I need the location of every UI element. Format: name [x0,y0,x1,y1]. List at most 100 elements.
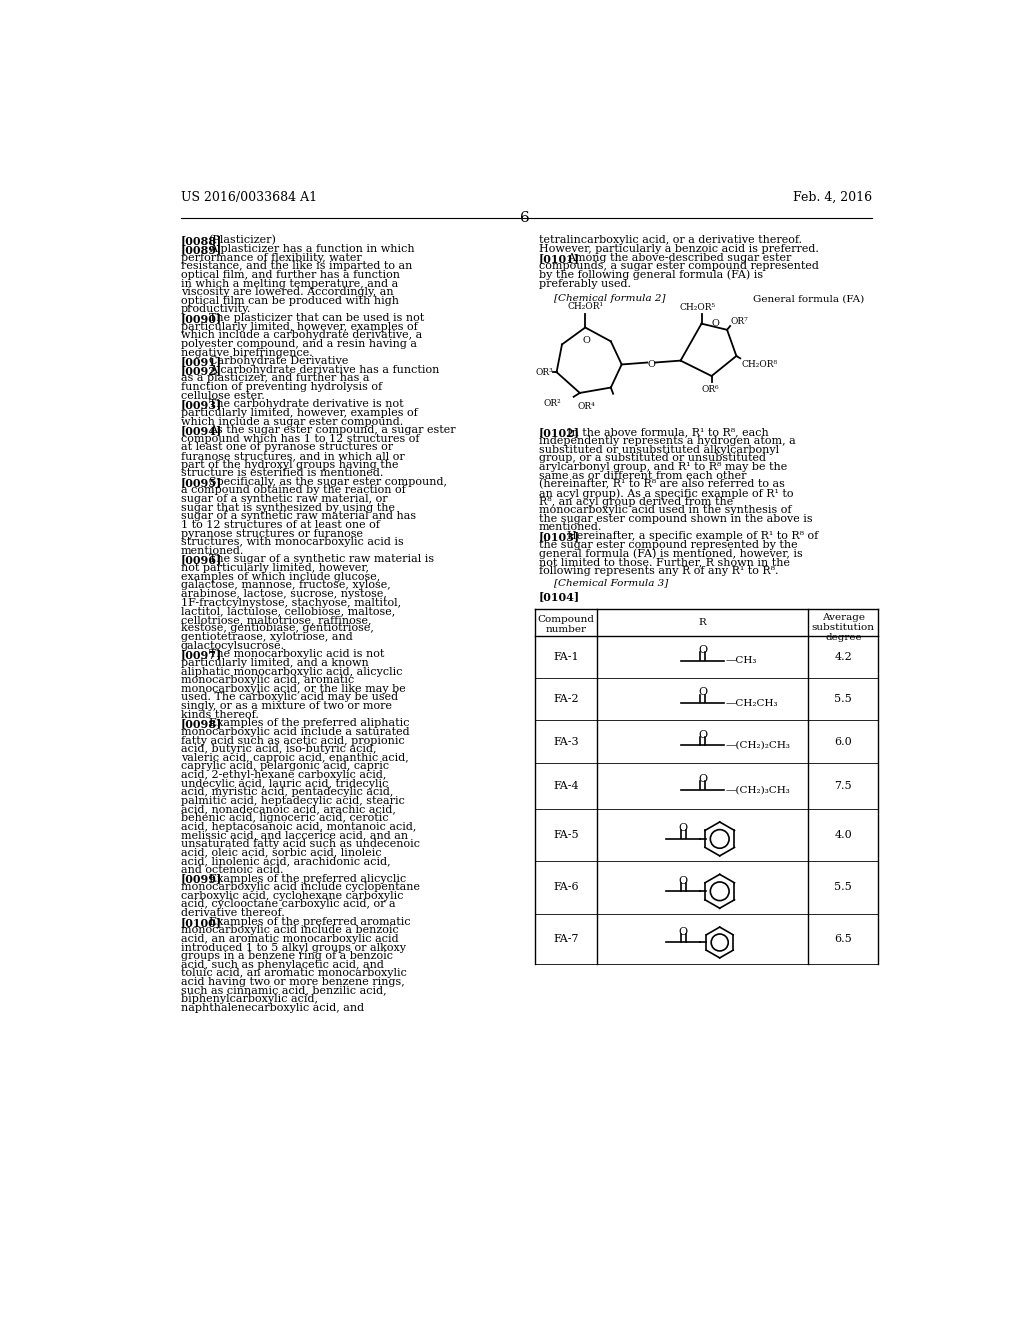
Text: following represents any R of any R¹ to R⁸.: following represents any R of any R¹ to … [539,565,778,576]
Text: which include a sugar ester compound.: which include a sugar ester compound. [180,417,403,426]
Text: fatty acid such as acetic acid, propionic: fatty acid such as acetic acid, propioni… [180,735,404,746]
Text: productivity.: productivity. [180,305,251,314]
Text: As the sugar ester compound, a sugar ester: As the sugar ester compound, a sugar est… [209,425,456,436]
Text: valeric acid, caproic acid, enanthic acid,: valeric acid, caproic acid, enanthic aci… [180,752,409,763]
Text: Specifically, as the sugar ester compound,: Specifically, as the sugar ester compoun… [209,477,446,487]
Text: [0103]: [0103] [539,531,580,543]
Text: acid, oleic acid, sorbic acid, linoleic: acid, oleic acid, sorbic acid, linoleic [180,847,381,858]
Text: 6.0: 6.0 [835,737,852,747]
Text: group, or a substituted or unsubstituted: group, or a substituted or unsubstituted [539,454,766,463]
Text: which include a carbohydrate derivative, a: which include a carbohydrate derivative,… [180,330,422,341]
Text: at least one of pyranose structures or: at least one of pyranose structures or [180,442,393,453]
Text: substituted or unsubstituted alkylcarbonyl: substituted or unsubstituted alkylcarbon… [539,445,779,455]
Text: O: O [712,319,720,329]
Text: Among the above-described sugar ester: Among the above-described sugar ester [566,252,791,263]
Text: function of preventing hydrolysis of: function of preventing hydrolysis of [180,381,382,392]
Text: used. The carboxylic acid may be used: used. The carboxylic acid may be used [180,693,398,702]
Text: 6.5: 6.5 [835,933,852,944]
Text: 4.2: 4.2 [835,652,852,661]
Text: monocarboxylic acid include a benzoic: monocarboxylic acid include a benzoic [180,925,398,936]
Text: preferably used.: preferably used. [539,279,631,289]
Text: unsaturated fatty acid such as undecenoic: unsaturated fatty acid such as undecenoi… [180,840,420,849]
Text: monocarboxylic acid, or the like may be: monocarboxylic acid, or the like may be [180,684,406,694]
Text: O: O [679,824,688,833]
Text: [0096]: [0096] [180,554,222,565]
Text: Carbohydrate Derivative: Carbohydrate Derivative [209,356,348,366]
Text: derivative thereof.: derivative thereof. [180,908,285,919]
Text: not limited to those. Further, R shown in the: not limited to those. Further, R shown i… [539,557,790,568]
Text: [0091]: [0091] [180,356,222,367]
Text: part of the hydroxyl groups having the: part of the hydroxyl groups having the [180,459,398,470]
Text: lactitol, lactulose, cellobiose, maltose,: lactitol, lactulose, cellobiose, maltose… [180,606,395,616]
Text: 4.0: 4.0 [835,830,852,840]
Text: [0104]: [0104] [539,591,580,602]
Text: toluic acid, an aromatic monocarboxylic: toluic acid, an aromatic monocarboxylic [180,969,407,978]
Text: general formula (FA) is mentioned, however, is: general formula (FA) is mentioned, howev… [539,548,803,558]
Text: CH₂OR¹: CH₂OR¹ [567,302,603,312]
Text: kestose, gentiobiase, gentiotriose,: kestose, gentiobiase, gentiotriose, [180,623,374,634]
Text: biphenylcarboxylic acid,: biphenylcarboxylic acid, [180,994,317,1005]
Text: —(CH₂)₃CH₃: —(CH₂)₃CH₃ [726,785,791,795]
Text: OR³: OR³ [536,368,554,376]
Text: 5.5: 5.5 [835,694,852,704]
Text: acid, heptacosanoic acid, montanoic acid,: acid, heptacosanoic acid, montanoic acid… [180,822,416,832]
Text: monocarboxylic acid include a saturated: monocarboxylic acid include a saturated [180,727,410,737]
Text: General formula (FA): General formula (FA) [753,294,864,304]
Text: furanose structures, and in which all or: furanose structures, and in which all or [180,451,404,461]
Text: [Chemical formula 2]: [Chemical formula 2] [554,294,666,304]
Text: The sugar of a synthetic raw material is: The sugar of a synthetic raw material is [209,554,434,565]
Text: The monocarboxylic acid is not: The monocarboxylic acid is not [209,649,384,660]
Text: optical film, and further has a function: optical film, and further has a function [180,269,399,280]
Text: performance of flexibility, water: performance of flexibility, water [180,252,361,263]
Text: O: O [583,337,591,345]
Text: compound which has 1 to 12 structures of: compound which has 1 to 12 structures of [180,434,419,444]
Text: Compound
number: Compound number [538,615,594,634]
Text: arylcarbonyl group, and R¹ to R⁸ may be the: arylcarbonyl group, and R¹ to R⁸ may be … [539,462,787,473]
Text: arabinose, lactose, sucrose, nystose,: arabinose, lactose, sucrose, nystose, [180,589,387,599]
Text: FA-5: FA-5 [553,830,579,840]
Text: [0088]: [0088] [180,235,222,247]
Text: pyranose structures or furanose: pyranose structures or furanose [180,528,362,539]
Text: as a plasticizer, and further has a: as a plasticizer, and further has a [180,374,370,383]
Text: [0093]: [0093] [180,399,222,411]
Text: O: O [698,730,708,739]
Text: FA-2: FA-2 [553,694,579,704]
Text: O: O [647,360,655,370]
Text: melissic acid, and laccerice acid, and an: melissic acid, and laccerice acid, and a… [180,830,408,841]
Text: cellulose ester.: cellulose ester. [180,391,264,401]
Text: sugar of a synthetic raw material and has: sugar of a synthetic raw material and ha… [180,511,416,521]
Text: O: O [679,875,688,886]
Text: particularly limited, however, examples of: particularly limited, however, examples … [180,322,418,331]
Text: A plasticizer has a function in which: A plasticizer has a function in which [209,244,415,253]
Text: OR²: OR² [544,399,561,408]
Text: singly, or as a mixture of two or more: singly, or as a mixture of two or more [180,701,392,711]
Text: [0094]: [0094] [180,425,222,436]
Text: [0090]: [0090] [180,313,222,323]
Text: Examples of the preferred aliphatic: Examples of the preferred aliphatic [209,718,410,729]
Text: —CH₂CH₃: —CH₂CH₃ [726,698,778,708]
Text: [0098]: [0098] [180,718,222,730]
Text: structures, with monocarboxylic acid is: structures, with monocarboxylic acid is [180,537,403,548]
Text: and octenoic acid.: and octenoic acid. [180,865,284,875]
Text: Average
substitution
degree: Average substitution degree [812,612,874,643]
Text: naphthalenecarboxylic acid, and: naphthalenecarboxylic acid, and [180,1003,364,1012]
Text: particularly limited, and a known: particularly limited, and a known [180,657,369,668]
Text: acid, cyclooctane carboxylic acid, or a: acid, cyclooctane carboxylic acid, or a [180,899,395,909]
Text: 1F-fractcylnystose, stachyose, maltitol,: 1F-fractcylnystose, stachyose, maltitol, [180,598,400,607]
Text: acid, myristic acid, pentadecylic acid,: acid, myristic acid, pentadecylic acid, [180,787,393,797]
Text: cellotriose, maltotriose, raffinose,: cellotriose, maltotriose, raffinose, [180,615,371,624]
Text: A carbohydrate derivative has a function: A carbohydrate derivative has a function [209,364,439,375]
Text: particularly limited, however, examples of: particularly limited, however, examples … [180,408,418,418]
Text: FA-6: FA-6 [553,883,579,892]
Text: CH₂OR⁵: CH₂OR⁵ [680,304,716,312]
Text: sugar of a synthetic raw material, or: sugar of a synthetic raw material, or [180,494,387,504]
Text: negative birefringence.: negative birefringence. [180,347,312,358]
Text: aliphatic monocarboxylic acid, alicyclic: aliphatic monocarboxylic acid, alicyclic [180,667,402,677]
Text: 7.5: 7.5 [835,781,852,791]
Text: groups in a benzene ring of a benzoic: groups in a benzene ring of a benzoic [180,952,392,961]
Text: galactocylsucrose.: galactocylsucrose. [180,640,285,651]
Text: (Plasticizer): (Plasticizer) [209,235,276,246]
Text: OR⁶: OR⁶ [701,385,719,395]
Text: a compound obtained by the reaction of: a compound obtained by the reaction of [180,486,406,495]
Text: acid, 2-ethyl-hexane carboxylic acid,: acid, 2-ethyl-hexane carboxylic acid, [180,770,386,780]
